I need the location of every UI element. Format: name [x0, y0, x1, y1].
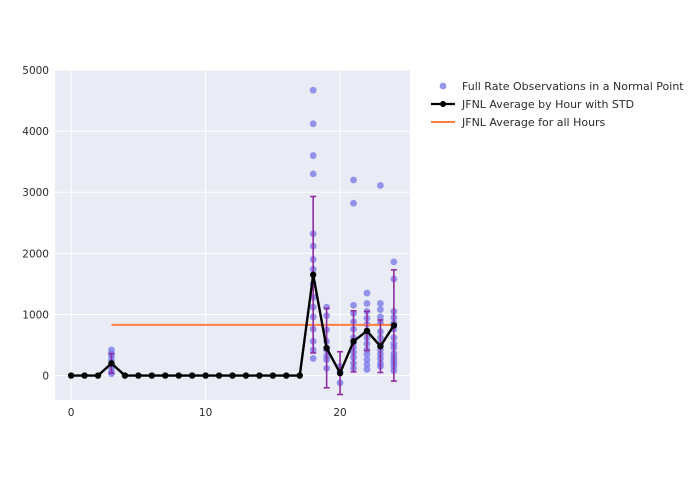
- hourly-average-marker: [243, 372, 249, 378]
- hourly-average-marker: [229, 372, 235, 378]
- hourly-average-marker: [350, 338, 356, 344]
- hourly-average-marker: [297, 372, 303, 378]
- hourly-average-marker: [216, 372, 222, 378]
- legend-swatch-overall: [430, 115, 456, 129]
- scatter-point: [310, 170, 317, 177]
- hourly-average-marker: [108, 360, 114, 366]
- hourly-average-marker: [377, 343, 383, 349]
- hourly-average-marker: [81, 372, 87, 378]
- scatter-point: [350, 302, 357, 309]
- y-tick-label: 2000: [22, 248, 49, 260]
- hourly-average-marker: [283, 372, 289, 378]
- hourly-average-marker: [391, 322, 397, 328]
- scatter-point: [310, 87, 317, 94]
- hourly-average-marker: [135, 372, 141, 378]
- legend-label: JFNL Average by Hour with STD: [462, 98, 634, 111]
- hourly-average-marker: [149, 372, 155, 378]
- hourly-average-marker: [68, 372, 74, 378]
- x-tick-label: 0: [68, 407, 75, 419]
- hourly-average-marker: [189, 372, 195, 378]
- scatter-point: [377, 306, 384, 313]
- legend: Full Rate Observations in a Normal Point…: [430, 78, 684, 132]
- hourly-average-marker: [122, 372, 128, 378]
- scatter-point: [350, 177, 357, 184]
- hourly-average-marker: [256, 372, 262, 378]
- chart-root: 0 10 20 0 1000 2000 3000 4000 5000 Full Rate Obs…: [0, 0, 700, 500]
- y-tick-label: 3000: [22, 187, 49, 199]
- legend-row: Full Rate Observations in a Normal Point: [430, 78, 684, 94]
- scatter-point: [310, 355, 317, 362]
- hourly-average-marker: [95, 372, 101, 378]
- scatter-point: [108, 346, 115, 353]
- y-tick-label: 0: [42, 371, 49, 383]
- hourly-average-marker: [162, 372, 168, 378]
- scatter-point: [350, 200, 357, 207]
- hourly-average-marker: [270, 372, 276, 378]
- x-tick-label: 10: [199, 407, 212, 419]
- scatter-point: [364, 300, 371, 307]
- scatter-point: [377, 182, 384, 189]
- scatter-point: [390, 258, 397, 265]
- legend-label: JFNL Average for all Hours: [462, 116, 605, 129]
- legend-swatch-scatter: [430, 79, 456, 93]
- hourly-average-marker: [364, 328, 370, 334]
- scatter-point: [364, 290, 371, 297]
- legend-row: JFNL Average by Hour with STD: [430, 96, 684, 112]
- y-tick-label: 4000: [22, 126, 49, 138]
- hourly-average-marker: [337, 370, 343, 376]
- x-tick-label: 20: [333, 407, 346, 419]
- chart-svg: 0 10 20 0 1000 2000 3000 4000 5000: [0, 0, 700, 500]
- hourly-average-marker: [323, 345, 329, 351]
- legend-swatch-avgline: [430, 97, 456, 111]
- scatter-point: [310, 120, 317, 127]
- scatter-point: [364, 366, 371, 373]
- hourly-average-marker: [176, 372, 182, 378]
- legend-label: Full Rate Observations in a Normal Point: [462, 80, 684, 93]
- scatter-point: [310, 152, 317, 159]
- scatter-point: [377, 300, 384, 307]
- y-tick-label: 5000: [22, 65, 49, 77]
- hourly-average-marker: [202, 372, 208, 378]
- legend-row: JFNL Average for all Hours: [430, 114, 684, 130]
- y-tick-label: 1000: [22, 309, 49, 321]
- hourly-average-marker: [310, 272, 316, 278]
